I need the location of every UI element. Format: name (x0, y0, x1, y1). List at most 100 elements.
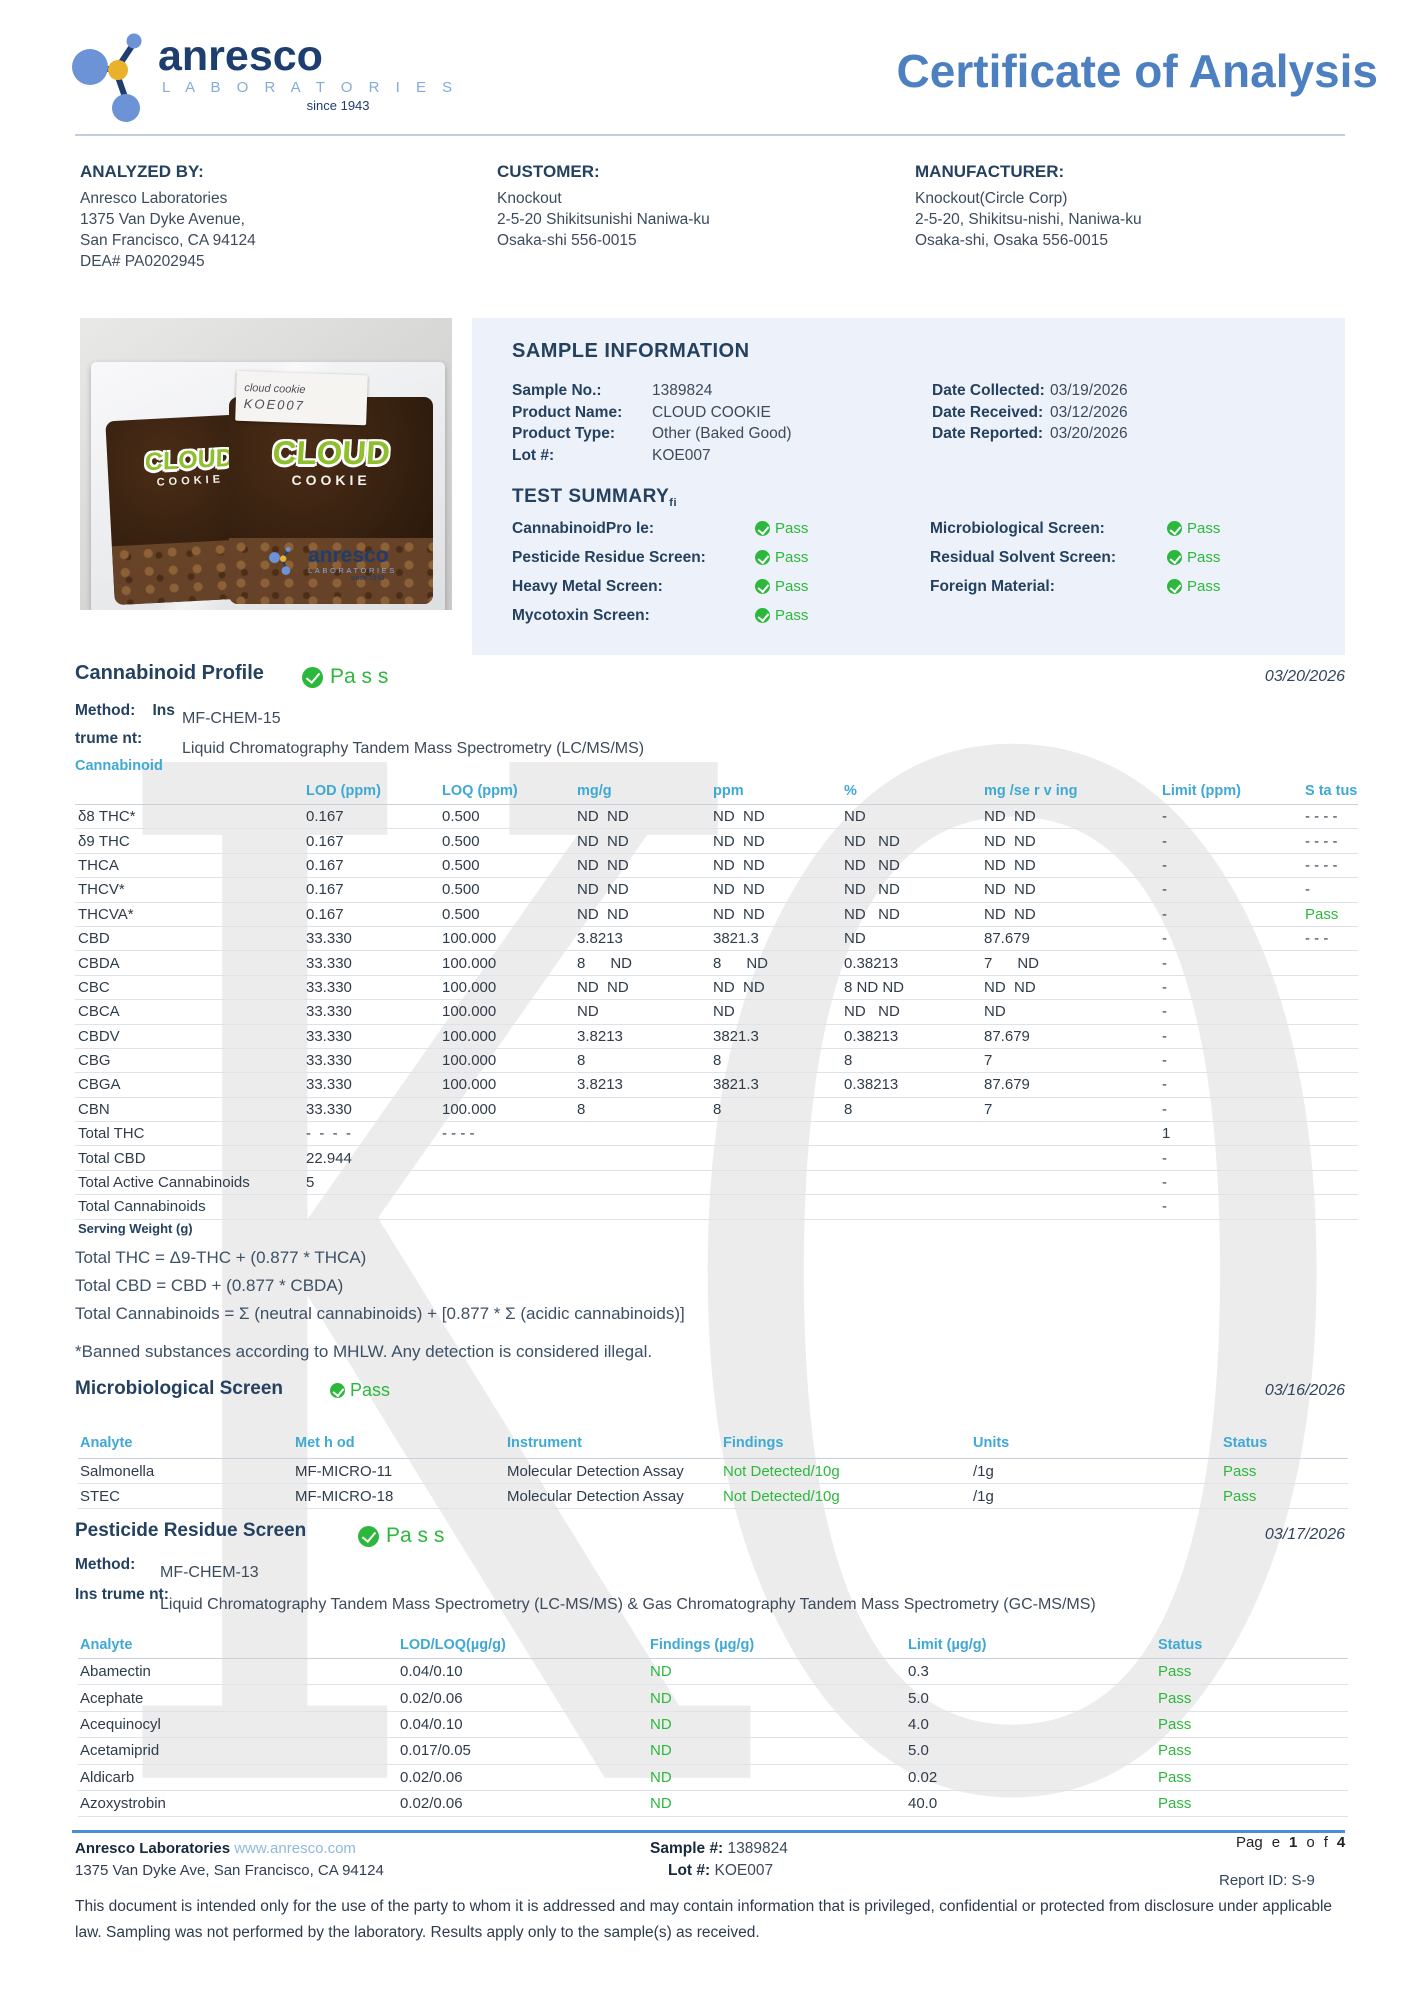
pass-badge: Pass (755, 520, 808, 537)
column-header: ppm (713, 783, 744, 799)
pass-label: Pass (775, 607, 809, 624)
cell: THCV* (78, 881, 125, 899)
field-label: Product Type: (512, 425, 616, 442)
formula-line: Total Cannabinoids = Σ (neutral cannabin… (75, 1304, 685, 1323)
test-name: Heavy Metal Screen: (512, 577, 663, 595)
cell: 0.167 (306, 832, 344, 850)
cell: Pass (1223, 1487, 1257, 1505)
cell: - (1162, 930, 1167, 948)
party-line: 2-5-20 Shikitsunishi Naniwa-ku (497, 211, 710, 228)
cell: 40.0 (908, 1795, 938, 1813)
pass-label: Pass (775, 578, 809, 595)
test-name: Foreign Material: (930, 577, 1055, 595)
cell: 0.38213 (844, 1027, 899, 1045)
cell: 0.04/0.10 (400, 1663, 463, 1681)
table-row: δ8 THC* 0.167 0.500 ND ND ND ND ND ND ND - - - -… (75, 805, 1358, 830)
column-header: mg/g (577, 783, 612, 799)
analyzed-by-lines: Anresco Laboratories 1375 Van Dyke Avenue… (80, 188, 400, 272)
logo-wordmark: anresco (308, 544, 389, 567)
test-summary-left-column: CannabinoidPro le: Pass Pesticide Residue … (512, 514, 808, 630)
cell: ND ND (844, 905, 900, 923)
cell: Total CBD (78, 1149, 146, 1167)
table-row: CBGA 33.330 100.000 3.8213 3821.3 0.38213 87.6… (75, 1073, 1358, 1098)
company-website-link[interactable]: www.anresco.com (234, 1840, 356, 1857)
pass-badge: Pass (1167, 520, 1220, 537)
cell: ND (650, 1795, 672, 1813)
cell: 0.167 (306, 808, 344, 826)
table-row: THCV* 0.167 0.500 ND ND ND ND ND ND ND ND - - (75, 878, 1358, 903)
check-icon (755, 608, 770, 623)
cell: 0.500 (442, 856, 480, 874)
cell: - (1162, 1076, 1167, 1094)
cell: 100.000 (442, 1100, 497, 1118)
column-header: LOQ (ppm) (442, 783, 518, 799)
party-line: San Francisco, CA 94124 (80, 232, 256, 249)
product-package-front: CLOUD COOKIE (228, 396, 434, 605)
cannabinoid-report-date: 03/20/2026 (1264, 668, 1345, 685)
cell: ND ND (984, 832, 1036, 850)
footer-company: Anresco Laboratories www.anresco.com (75, 1840, 356, 1857)
pass-label: Pass (1187, 578, 1221, 595)
cell: ND ND (984, 881, 1036, 899)
cell: 100.000 (442, 1027, 497, 1045)
cell: 3821.3 (713, 1076, 759, 1094)
pesticide-pass-badge: Pa s s (358, 1524, 444, 1548)
cannabinoid-table: LOD (ppm) LOQ (ppm) mg/g ppm% mg /se r v ing… (75, 778, 1358, 1238)
test-summary-item: Heavy Metal Screen: Pass (512, 572, 808, 601)
handwritten-sample-label: cloud cookie KOE007 (235, 371, 368, 426)
cell: 0.38213 (844, 1076, 899, 1094)
package-subbrand-text: COOKIE (291, 471, 371, 488)
cell: Total Cannabinoids (78, 1198, 206, 1216)
column-header: Analyte (80, 1435, 133, 1451)
cell: 0.167 (306, 905, 344, 923)
table-header-row: Analyte Met h od Instrument Findings Units St… (78, 1428, 1348, 1459)
cell: - (1162, 978, 1167, 996)
cell: ND (650, 1715, 672, 1733)
header-divider (75, 134, 1345, 136)
pesticide-report-date: 03/17/2026 (1264, 1526, 1345, 1543)
cannabinoid-column-label: Cannabinoid (75, 758, 163, 774)
cell: ND ND (577, 808, 629, 826)
report-id: Report ID: S-9 (1219, 1872, 1315, 1889)
cell: ND (713, 1003, 735, 1021)
cell: 0.02 (908, 1768, 938, 1786)
table-row: Aldicarb 0.02/0.06 ND 0.02 Pass (78, 1765, 1348, 1791)
footer-lot-number: Lot #: KOE007 (668, 1862, 774, 1879)
cell: ND (650, 1689, 672, 1707)
field-value: 03/20/2026 (1050, 425, 1128, 442)
cell: 0.02/0.06 (400, 1795, 463, 1813)
cell: 8 (577, 1100, 586, 1118)
cell: CBD (78, 930, 110, 948)
cell: - - - - (1305, 808, 1338, 826)
column-header: Instrument (507, 1435, 582, 1451)
cell: 0.38213 (844, 954, 899, 972)
cell: Molecular Detection Assay (507, 1462, 684, 1480)
table-row: CBDV 33.330 100.000 3.8213 3821.3 0.38213 87.6… (75, 1025, 1358, 1049)
cell: - - - - (1305, 856, 1338, 874)
table-row: THCVA* 0.167 0.500 ND ND ND ND ND ND ND ND - Pas… (75, 903, 1358, 927)
cell: ND ND (984, 978, 1036, 996)
cell: - (1162, 1198, 1167, 1216)
check-icon (302, 666, 323, 688)
cell: Pass (1223, 1462, 1257, 1480)
sample-info-fields: Sample No.: 1389824 Product Name: CLOUD COO… (512, 380, 792, 466)
pesticide-method-label: Method: (75, 1556, 136, 1573)
product-photo: CLOUD COOKIE CLOUD COOKIE cloud cookie K… (80, 318, 452, 610)
footer-sample-number: Sample #: 1389824 (650, 1840, 788, 1857)
manufacturer-title: MANUFACTURER: (915, 162, 1065, 181)
cell: Total THC (78, 1125, 145, 1143)
cell: 87.679 (984, 1027, 1030, 1045)
footer-disclaimer: This document is intended only for the u… (75, 1898, 1333, 1941)
cell: ND ND (577, 978, 629, 996)
party-line: 1375 Van Dyke Avenue, (80, 211, 245, 228)
footer-divider (72, 1830, 1345, 1833)
cell: 0.500 (442, 832, 480, 850)
test-summary-item: Residual Solvent Screen: Pass (930, 543, 1220, 572)
cell: Pass (1158, 1663, 1192, 1681)
cannabinoid-profile-title: Cannabinoid Profile (75, 662, 264, 684)
column-header: S ta tus (1305, 783, 1358, 799)
check-icon (755, 550, 770, 565)
photo-anresco-watermark: anresco LABORATORIES since 1943 (268, 544, 448, 606)
molecule-icon (269, 546, 291, 575)
cell: 8 ND (577, 954, 633, 972)
